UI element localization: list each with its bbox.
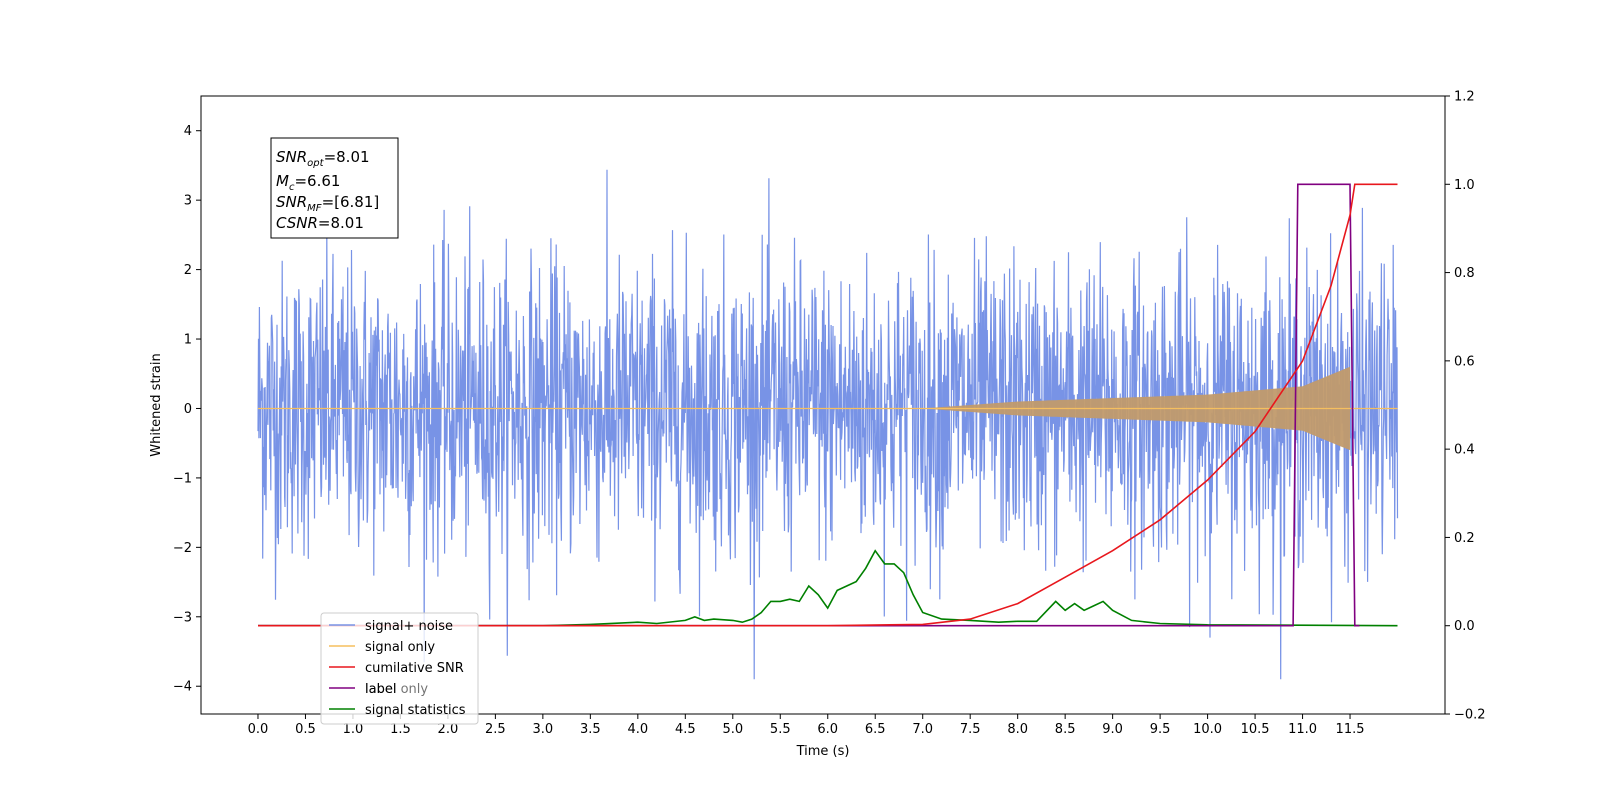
y-tick-label: 3 bbox=[184, 194, 192, 209]
annotation-snr-opt-value: =8.01 bbox=[324, 148, 370, 166]
legend-label-signal-noise: signal+ noise bbox=[365, 619, 453, 634]
y-tick-label: −4 bbox=[173, 680, 192, 695]
annotation-box: SNRopt=8.01 Mc=6.61 SNRMF=[6.81] CSNR=8.… bbox=[270, 137, 399, 239]
x-tick-label: 5.5 bbox=[770, 722, 791, 737]
annotation-csnr-symbol: CSNR bbox=[276, 214, 318, 232]
x-tick-label: 7.0 bbox=[912, 722, 933, 737]
annotation-mc-symbol: M bbox=[276, 172, 289, 190]
x-tick-label: 6.5 bbox=[865, 722, 886, 737]
y2-tick-label: 0.0 bbox=[1454, 619, 1475, 634]
x-tick-label: 1.0 bbox=[343, 722, 364, 737]
y-tick-label: 2 bbox=[184, 263, 192, 278]
x-tick-label: 0.0 bbox=[248, 722, 269, 737]
annotation-snr-opt-symbol: SNR bbox=[276, 148, 307, 166]
x-axis: 0.0 0.5 1.0 1.5 2.0 2.5 3.0 3.5 4.0 4.5 5.0 5.5 6.0 6… bbox=[248, 714, 1365, 737]
y-axis-label: Whitened strain bbox=[149, 353, 164, 456]
x-tick-label: 5.0 bbox=[722, 722, 743, 737]
y-tick-label: −3 bbox=[173, 610, 192, 625]
plot-area bbox=[257, 169, 1399, 680]
annotation-snr-opt: SNRopt=8.01 bbox=[276, 148, 370, 169]
x-tick-label: 4.5 bbox=[675, 722, 696, 737]
y2-tick-label: 1.0 bbox=[1454, 178, 1475, 193]
x-tick-label: 10.5 bbox=[1241, 722, 1270, 737]
y2-tick-label: 0.6 bbox=[1454, 354, 1475, 369]
annotation-csnr-value: =8.01 bbox=[318, 214, 364, 232]
legend-label-label-only: label only bbox=[365, 682, 428, 697]
x-tick-label: 2.0 bbox=[438, 722, 459, 737]
annotation-mc-value: =6.61 bbox=[294, 172, 340, 190]
legend-label-signal-statistics: signal statistics bbox=[365, 703, 466, 718]
x-tick-label: 9.5 bbox=[1150, 722, 1171, 737]
x-tick-label: 9.0 bbox=[1102, 722, 1123, 737]
x-tick-label: 11.5 bbox=[1336, 722, 1365, 737]
series-signal-noise-line bbox=[257, 169, 1399, 680]
x-tick-label: 6.0 bbox=[817, 722, 838, 737]
annotation-snr-mf: SNRMF=[6.81] bbox=[276, 193, 379, 214]
x-tick-label: 1.5 bbox=[390, 722, 411, 737]
axes-frame bbox=[200, 95, 1446, 715]
annotation-snr-mf-value: =[6.81] bbox=[322, 193, 380, 211]
x-tick-label: 2.5 bbox=[485, 722, 506, 737]
x-tick-label: 3.5 bbox=[580, 722, 601, 737]
series-label-line bbox=[258, 183, 1360, 627]
y-tick-label: −1 bbox=[173, 471, 192, 486]
annotation-mc: Mc=6.61 bbox=[276, 172, 340, 193]
y2-tick-label: 0.4 bbox=[1454, 443, 1475, 458]
y-axis-right: 1.2 1.0 0.8 0.6 0.4 0.2 0.0 −0.2 bbox=[1445, 90, 1486, 723]
y2-tick-label: 0.8 bbox=[1454, 266, 1475, 281]
x-tick-label: 0.5 bbox=[295, 722, 316, 737]
x-axis-label: Time (s) bbox=[796, 744, 850, 759]
legend-label-label: label bbox=[365, 682, 396, 697]
y2-tick-label: 0.2 bbox=[1454, 531, 1475, 546]
legend-frame bbox=[320, 612, 479, 725]
x-tick-label: 7.5 bbox=[960, 722, 981, 737]
annotation-snr-mf-subscript: MF bbox=[307, 203, 322, 214]
legend-label-signal-only: signal only bbox=[365, 640, 435, 655]
x-tick-label: 11.0 bbox=[1288, 722, 1317, 737]
x-tick-label: 8.5 bbox=[1055, 722, 1076, 737]
x-tick-label: 8.0 bbox=[1007, 722, 1028, 737]
y-tick-label: 4 bbox=[184, 124, 192, 139]
y-tick-label: 0 bbox=[184, 402, 192, 417]
y2-tick-label: 1.2 bbox=[1454, 90, 1475, 105]
y-axis-left: 4 3 2 1 0 −1 −2 −3 −4 bbox=[173, 124, 201, 695]
legend: signal+ noise signal only cumilative SNR… bbox=[320, 612, 479, 725]
annotation-snr-mf-symbol: SNR bbox=[276, 193, 307, 211]
annotation-snr-opt-subscript: opt bbox=[307, 158, 324, 169]
series-cumulative-snr-line bbox=[258, 183, 1398, 627]
x-tick-label: 10.0 bbox=[1193, 722, 1222, 737]
y-tick-label: 1 bbox=[184, 333, 192, 348]
x-tick-label: 3.0 bbox=[533, 722, 554, 737]
y-tick-label: −2 bbox=[173, 541, 192, 556]
y2-tick-label: −0.2 bbox=[1454, 708, 1486, 723]
legend-label-cumulative-snr: cumilative SNR bbox=[365, 661, 464, 676]
x-tick-label: 4.0 bbox=[627, 722, 648, 737]
series-signal-statistics-line bbox=[258, 549, 1398, 627]
annotation-mc-subscript: c bbox=[289, 182, 295, 193]
annotation-csnr: CSNR=8.01 bbox=[276, 214, 364, 232]
annotation-frame bbox=[270, 137, 399, 239]
